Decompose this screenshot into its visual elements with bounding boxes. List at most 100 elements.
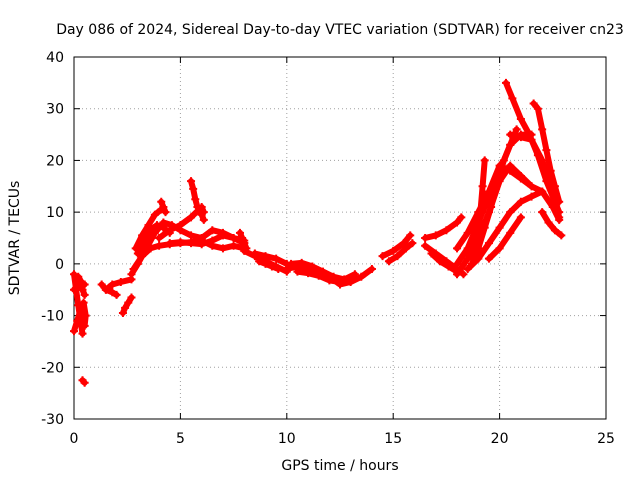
data-point-marker: [408, 239, 417, 248]
data-point-marker: [304, 269, 313, 278]
data-point-marker: [506, 208, 515, 217]
data-point-marker: [78, 285, 87, 294]
y-tick-label: -30: [41, 412, 64, 428]
y-tick-label: 20: [46, 153, 64, 169]
data-point-marker: [493, 177, 502, 186]
data-point-marker: [197, 210, 206, 219]
data-point-marker: [378, 252, 387, 261]
data-point-marker: [544, 218, 553, 227]
data-point-marker: [453, 218, 462, 227]
data-point-marker: [261, 259, 270, 268]
x-tick-label: 20: [491, 431, 509, 447]
data-point-marker: [165, 239, 174, 248]
data-point-marker: [508, 94, 517, 103]
data-point-marker: [146, 244, 155, 253]
data-point-marker: [193, 202, 202, 211]
data-point-marker: [506, 140, 515, 149]
data-point-marker: [516, 213, 525, 222]
data-point-marker: [70, 270, 78, 279]
data-point-marker: [318, 267, 327, 276]
data-point-marker: [121, 303, 130, 312]
data-point-marker: [476, 208, 485, 217]
x-tick-label: 0: [70, 431, 79, 447]
data-point-marker: [436, 257, 445, 266]
data-point-marker: [550, 226, 559, 235]
series-trace-arc-07: [102, 276, 135, 293]
data-point-marker: [208, 241, 217, 250]
data-point-marker: [191, 195, 200, 204]
data-point-marker: [495, 223, 504, 232]
data-point-marker: [406, 231, 415, 240]
data-point-marker: [240, 239, 249, 248]
data-point-marker: [155, 234, 164, 242]
series-trace-arc-26: [379, 232, 414, 260]
series-trace-arc-36: [475, 157, 488, 241]
data-point-marker: [474, 244, 483, 253]
data-point-marker: [282, 265, 291, 274]
data-point-marker: [427, 249, 436, 258]
data-point-marker: [129, 265, 138, 274]
data-point-marker: [401, 244, 410, 253]
data-point-marker: [127, 293, 136, 302]
data-point-marker: [108, 280, 117, 289]
data-point-marker: [480, 156, 489, 165]
series-trace-arc-02: [71, 281, 88, 298]
x-tick-label: 5: [176, 431, 185, 447]
data-point-marker: [495, 244, 504, 253]
series-trace-arc-06: [98, 281, 120, 298]
data-point-marker: [484, 187, 493, 196]
data-point-marker: [70, 327, 78, 336]
data-point-marker: [484, 239, 493, 248]
plot-area-frame: [73, 56, 607, 420]
data-point-marker: [189, 184, 198, 193]
data-point-marker: [176, 221, 185, 230]
data-point-marker: [208, 226, 217, 235]
data-point-marker: [357, 272, 366, 281]
data-point-marker: [421, 241, 430, 250]
data-point-marker: [80, 378, 89, 387]
data-point-marker: [150, 210, 159, 219]
series-trace-arc-35: [468, 126, 520, 267]
chart-title: Day 086 of 2024, Sidereal Day-to-day VTE…: [56, 22, 624, 38]
data-point-marker: [79, 298, 88, 307]
data-point-marker: [159, 223, 168, 232]
series-trace-arc-34: [464, 188, 563, 272]
data-point-marker: [516, 174, 525, 183]
data-point-marker: [548, 187, 557, 196]
y-tick-label: 10: [46, 205, 64, 221]
data-point-marker: [76, 306, 85, 315]
x-tick-label: 15: [384, 431, 402, 447]
data-point-marker: [235, 228, 244, 237]
data-point-marker: [218, 244, 227, 253]
data-point-marker: [240, 246, 249, 255]
data-point-marker: [487, 202, 496, 211]
data-point-marker: [157, 197, 166, 206]
data-point-marker: [274, 265, 283, 274]
data-point-marker: [155, 241, 164, 250]
data-point-marker: [506, 130, 515, 139]
data-point-marker: [80, 290, 89, 299]
data-point-marker: [187, 177, 196, 186]
data-point-marker: [442, 226, 451, 235]
data-point-marker: [308, 262, 317, 271]
data-point-marker: [229, 241, 238, 250]
data-point-marker: [97, 280, 106, 289]
y-tick-label: -20: [41, 360, 64, 376]
data-point-marker: [267, 262, 276, 271]
data-point-marker: [73, 316, 82, 325]
data-point-marker: [287, 259, 296, 268]
data-point-marker: [80, 321, 89, 330]
data-point-marker: [389, 246, 398, 255]
data-point-marker: [293, 267, 302, 276]
data-point-marker: [527, 192, 536, 201]
series-trace-arc-33: [454, 162, 535, 252]
data-point-marker: [538, 156, 547, 165]
data-point-marker: [542, 146, 551, 155]
data-point-marker: [557, 231, 566, 240]
series-trace-arc-22: [256, 258, 282, 272]
data-point-marker: [165, 226, 174, 235]
data-point-marker: [506, 228, 515, 237]
data-point-marker: [108, 288, 117, 297]
data-point-marker: [138, 252, 147, 261]
data-point-marker: [499, 156, 508, 165]
